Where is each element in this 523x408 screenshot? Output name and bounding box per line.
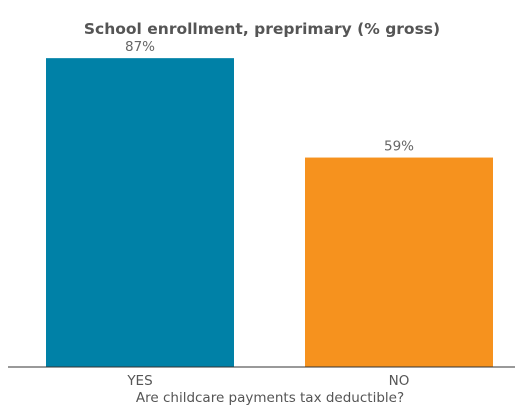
x-tick-label-yes: YES	[126, 373, 152, 389]
data-labels-group: 87% 59%	[125, 39, 414, 154]
data-label-no: 59%	[384, 139, 414, 155]
bar-yes	[46, 58, 234, 368]
x-tick-label-no: NO	[389, 373, 410, 389]
data-label-yes: 87%	[125, 39, 155, 55]
bars-group	[46, 58, 493, 368]
x-axis-label: Are childcare payments tax deductible?	[136, 390, 404, 406]
x-tick-labels-group: YES NO	[126, 373, 409, 389]
bar-no	[305, 157, 493, 367]
chart-title: School enrollment, preprimary (% gross)	[84, 20, 440, 38]
